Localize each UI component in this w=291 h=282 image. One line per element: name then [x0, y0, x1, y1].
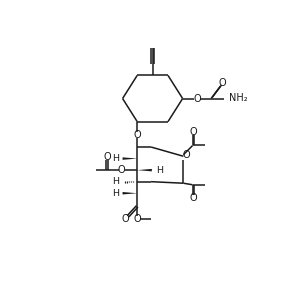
Text: O: O [122, 214, 129, 224]
Text: O: O [183, 150, 190, 160]
Polygon shape [123, 192, 137, 195]
Text: O: O [190, 127, 197, 137]
Text: O: O [219, 78, 226, 88]
Text: H: H [112, 154, 119, 163]
Text: O: O [118, 165, 126, 175]
Text: O: O [190, 193, 197, 203]
Text: NH₂: NH₂ [229, 93, 247, 103]
Text: O: O [133, 130, 141, 140]
Text: O: O [103, 152, 111, 162]
Text: H: H [112, 189, 119, 198]
Text: H: H [156, 166, 163, 175]
Polygon shape [123, 157, 137, 160]
Text: O: O [133, 214, 141, 224]
Text: H: H [112, 177, 119, 186]
Text: O: O [194, 94, 201, 103]
Polygon shape [137, 169, 152, 171]
